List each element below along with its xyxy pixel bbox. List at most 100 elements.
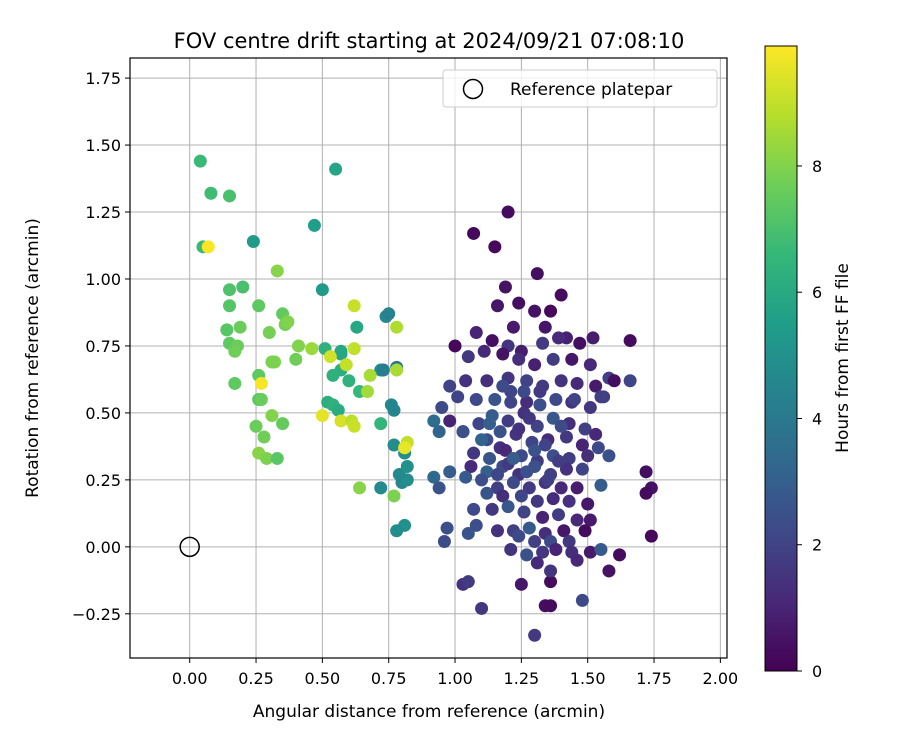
scatter-point	[201, 240, 215, 254]
x-tick-label: 1.50	[570, 669, 606, 688]
scatter-point	[456, 425, 470, 439]
scatter-point	[469, 518, 483, 532]
scatter-point	[363, 368, 377, 382]
scatter-point	[570, 376, 584, 390]
scatter-point	[254, 376, 268, 390]
scatter-point	[546, 352, 560, 366]
scatter-point	[589, 379, 603, 393]
scatter-point	[467, 446, 481, 460]
scatter-point	[451, 390, 465, 404]
scatter-point	[347, 419, 361, 433]
scatter-point	[496, 489, 510, 503]
scatter-point	[504, 543, 518, 557]
scatter-point	[315, 409, 329, 423]
scatter-point	[382, 307, 396, 321]
scatter-point	[467, 226, 481, 240]
scatter-point	[488, 240, 502, 254]
scatter-point	[522, 521, 536, 535]
scatter-point	[204, 186, 218, 200]
colorbar: 0 2 4 6 8 Hours from first FF file	[764, 45, 853, 681]
y-tick-label: 0.75	[85, 337, 121, 356]
scatter-point	[493, 425, 507, 439]
x-tick-label: 1.00	[437, 669, 473, 688]
scatter-point	[472, 417, 486, 431]
scatter-point	[586, 331, 600, 345]
scatter-point	[570, 553, 584, 567]
scatter-point	[559, 462, 573, 476]
scatter-point	[390, 363, 404, 377]
scatter-point	[578, 524, 592, 538]
scatter-point	[554, 419, 568, 433]
scatter-point	[220, 323, 234, 337]
scatter-point	[246, 234, 260, 248]
scatter-point	[387, 438, 401, 452]
scatter-point	[623, 334, 637, 348]
scatter-point	[254, 393, 268, 407]
scatter-point	[459, 374, 473, 388]
legend-marker-icon	[462, 78, 484, 100]
scatter-point	[589, 427, 603, 441]
scatter-point	[432, 425, 446, 439]
scatter-point	[602, 564, 616, 578]
scatter-point	[530, 556, 544, 570]
scatter-point	[400, 459, 414, 473]
y-tick-label: 1.00	[85, 270, 121, 289]
scatter-point	[374, 481, 388, 495]
scatter-point	[270, 264, 284, 278]
scatter-point	[265, 355, 279, 369]
scatter-point	[544, 575, 558, 589]
scatter-point	[281, 315, 295, 329]
scatter-point	[360, 384, 374, 398]
scatter-point	[485, 334, 499, 348]
scatter-point	[583, 513, 597, 527]
scatter-point	[326, 368, 340, 382]
scatter-point	[512, 296, 526, 310]
scatter-point	[530, 419, 544, 433]
y-tick-label: 1.50	[85, 136, 121, 155]
y-tick-label: 1.75	[85, 69, 121, 88]
scatter-point	[522, 481, 536, 495]
scatter-point	[252, 299, 266, 313]
scatter-point	[496, 379, 510, 393]
scatter-point	[562, 451, 576, 465]
scatter-point	[233, 320, 247, 334]
scatter-point	[541, 473, 555, 487]
scatter-point	[536, 336, 550, 350]
scatter-point	[522, 411, 536, 425]
scatter-point	[329, 162, 343, 176]
scatter-point	[506, 476, 520, 490]
scatter-point	[307, 218, 321, 232]
scatter-point	[488, 393, 502, 407]
scatter-point	[552, 331, 566, 345]
y-tick-label: 0.50	[85, 404, 121, 423]
scatter-point	[469, 393, 483, 407]
scatter-point	[583, 401, 597, 415]
scatter-point	[538, 438, 552, 452]
scatter-point	[427, 414, 441, 428]
scatter-point	[464, 459, 478, 473]
scatter-point	[276, 417, 290, 431]
scatter-point	[520, 465, 534, 479]
scatter-point	[559, 430, 573, 444]
scatter-point	[528, 304, 542, 318]
scatter-point	[432, 481, 446, 495]
scatter-point	[480, 486, 494, 500]
x-tick-label: 0.25	[238, 669, 274, 688]
scatter-point	[461, 350, 475, 364]
scatter-point	[530, 494, 544, 508]
scatter-point	[353, 481, 367, 495]
scatter-point	[602, 449, 616, 463]
scatter-point	[644, 529, 658, 543]
scatter-point	[530, 267, 544, 281]
scatter-point	[501, 205, 515, 219]
scatter-point	[578, 422, 592, 436]
scatter-point	[475, 601, 489, 615]
scatter-point	[583, 358, 597, 372]
scatter-point	[223, 299, 236, 313]
colorbar-tick-label: 6	[812, 283, 822, 302]
scatter-point	[262, 326, 276, 340]
scatter-point	[483, 451, 497, 465]
scatter-point	[490, 299, 504, 313]
x-tick-label: 1.75	[636, 669, 672, 688]
scatter-point	[544, 564, 558, 578]
